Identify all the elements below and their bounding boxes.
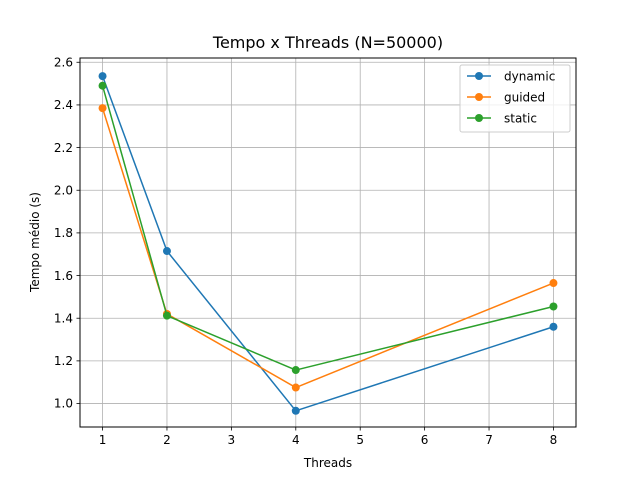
plot-frame <box>79 57 577 428</box>
legend-marker <box>475 72 483 80</box>
data-point-static <box>549 302 558 311</box>
series-line-static <box>101 85 554 371</box>
y-tick-label: 1.6 <box>54 269 73 283</box>
x-axis-ticks: 1 2 3 4 5 6 7 8 <box>99 427 558 447</box>
data-point-guided <box>291 383 300 392</box>
data-point-dynamic <box>549 322 558 331</box>
x-tick-label: 2 <box>163 433 171 447</box>
data-point-dynamic <box>98 72 107 81</box>
series-layer <box>98 72 558 415</box>
x-tick-label: 1 <box>99 433 107 447</box>
legend: dynamic guided static <box>459 64 571 133</box>
x-tick-label: 7 <box>485 433 493 447</box>
legend-label: guided <box>504 90 545 104</box>
x-tick-label: 5 <box>356 433 364 447</box>
legend-label: dynamic <box>504 69 555 83</box>
y-axis-ticks: 1.0 1.2 1.4 1.6 1.8 2.0 2.2 2.4 2.6 <box>54 55 80 411</box>
legend-box <box>459 64 571 133</box>
legend-entries: dynamic guided static <box>467 69 555 125</box>
y-tick-label: 1.2 <box>54 354 73 368</box>
legend-marker <box>475 114 483 122</box>
data-point-static <box>162 311 171 320</box>
chart-title: Tempo x Threads (N=50000) <box>212 33 443 52</box>
y-tick-label: 2.0 <box>54 183 73 197</box>
data-point-guided <box>98 104 107 113</box>
legend-entry-guided: guided <box>467 90 545 104</box>
x-tick-label: 6 <box>421 433 429 447</box>
legend-marker <box>475 93 483 101</box>
x-tick-label: 8 <box>550 433 558 447</box>
series-static <box>98 81 558 375</box>
legend-label: static <box>504 111 537 125</box>
y-tick-label: 2.2 <box>54 141 73 155</box>
legend-entry-dynamic: dynamic <box>467 69 555 83</box>
data-point-dynamic <box>291 406 300 415</box>
y-tick-label: 1.8 <box>54 226 73 240</box>
series-dynamic <box>98 72 558 415</box>
x-axis-title: Threads <box>303 456 352 470</box>
y-tick-label: 1.4 <box>54 311 73 325</box>
data-point-static <box>291 366 300 375</box>
y-axis-title: Tempo médio (s) <box>28 192 42 293</box>
y-tick-label: 2.6 <box>54 55 73 69</box>
y-tick-label: 1.0 <box>54 397 73 411</box>
x-tick-label: 4 <box>292 433 300 447</box>
x-tick-label: 3 <box>228 433 236 447</box>
series-line-guided <box>101 107 554 389</box>
legend-entry-static: static <box>467 111 537 125</box>
data-point-static <box>98 81 107 90</box>
series-line-dynamic <box>101 75 554 412</box>
data-point-guided <box>549 279 558 288</box>
data-point-dynamic <box>162 247 171 256</box>
y-tick-label: 2.4 <box>54 98 73 112</box>
